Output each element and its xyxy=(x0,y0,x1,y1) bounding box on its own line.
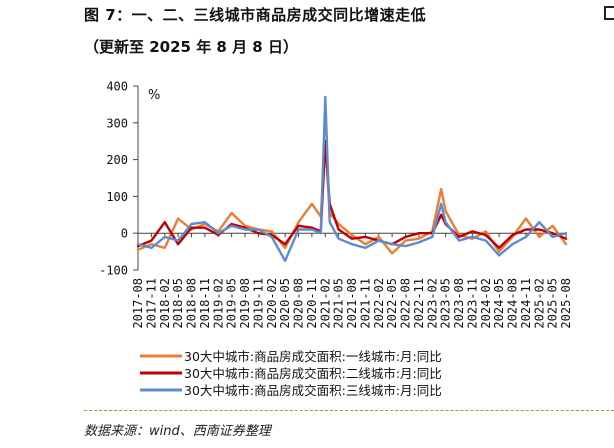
x-tick-label: 2022-08 xyxy=(399,278,413,329)
x-tick-label: 2024-11 xyxy=(519,278,533,329)
y-axis-ticks: -100 0 100 200 300 400 xyxy=(99,80,138,278)
x-tick-label: 2023-11 xyxy=(465,278,479,329)
footer-rule xyxy=(84,410,614,411)
figure-title: 图 7：一、二、三线城市商品房成交同比增速走低 xyxy=(84,6,427,24)
series-line xyxy=(136,95,568,262)
x-tick-label: 2019-05 xyxy=(225,278,239,329)
x-tick-label: 2020-11 xyxy=(305,278,319,329)
figure-subtitle: （更新至 2025 年 8 月 8 日） xyxy=(84,38,298,56)
y-tick-label: -100 xyxy=(99,264,128,278)
y-tick-label: 400 xyxy=(106,80,128,94)
x-tick-label: 2017-08 xyxy=(131,278,145,329)
x-tick-label: 2017-11 xyxy=(144,278,158,329)
x-tick-label: 2025-08 xyxy=(559,278,573,329)
x-tick-label: 2021-08 xyxy=(345,278,359,329)
x-tick-label: 2024-05 xyxy=(492,278,506,329)
x-tick-label: 2022-02 xyxy=(372,278,386,329)
x-tick-label: 2018-02 xyxy=(158,278,172,329)
x-tick-label: 2022-11 xyxy=(412,278,426,329)
y-axis-unit-label: % xyxy=(148,88,160,103)
y-tick-label: 200 xyxy=(106,153,128,167)
x-tick-label: 2025-05 xyxy=(546,278,560,329)
chart-axes xyxy=(137,86,566,270)
x-tick-label: 2021-05 xyxy=(332,278,346,329)
legend-entry: 30大中城市:商品房成交面积:一线城市:月:同比 xyxy=(184,349,442,364)
x-tick-label: 2019-11 xyxy=(251,278,265,329)
x-tick-label: 2023-05 xyxy=(439,278,453,329)
chart-legend: 30大中城市:商品房成交面积:一线城市:月:同比 30大中城市:商品房成交面积:二… xyxy=(140,349,442,398)
truncated-edge-glyph xyxy=(604,6,614,20)
x-tick-label: 2019-08 xyxy=(238,278,252,329)
x-tick-label: 2019-02 xyxy=(211,278,225,329)
x-tick-label: 2024-08 xyxy=(506,278,520,329)
x-tick-label: 2018-11 xyxy=(198,278,212,329)
legend-entry: 30大中城市:商品房成交面积:二线城市:月:同比 xyxy=(184,366,442,381)
x-tick-label: 2018-08 xyxy=(185,278,199,329)
legend-entry: 30大中城市:商品房成交面积:三线城市:月:同比 xyxy=(184,383,442,398)
x-axis-ticks: 2017-08 2017-11 2018-02 2018-05 2018-08 2018-… xyxy=(131,233,573,329)
x-tick-label: 2025-02 xyxy=(532,278,546,329)
x-tick-label: 2023-08 xyxy=(452,278,466,329)
x-tick-label: 2021-11 xyxy=(358,278,372,329)
x-tick-label: 2020-08 xyxy=(292,278,306,329)
y-tick-label: 300 xyxy=(106,116,128,130)
series-lines xyxy=(136,95,568,262)
x-tick-label: 2021-02 xyxy=(318,278,332,329)
x-tick-label: 2018-05 xyxy=(171,278,185,329)
y-tick-label: 0 xyxy=(121,227,128,241)
y-tick-label: 100 xyxy=(106,190,128,204)
source-note: 数据来源：wind、西南证券整理 xyxy=(84,424,271,439)
x-tick-label: 2023-02 xyxy=(425,278,439,329)
series-line xyxy=(136,139,568,250)
x-tick-label: 2020-05 xyxy=(278,278,292,329)
x-tick-label: 2020-02 xyxy=(265,278,279,329)
x-tick-label: 2022-05 xyxy=(385,278,399,329)
x-tick-label: 2024-02 xyxy=(479,278,493,329)
